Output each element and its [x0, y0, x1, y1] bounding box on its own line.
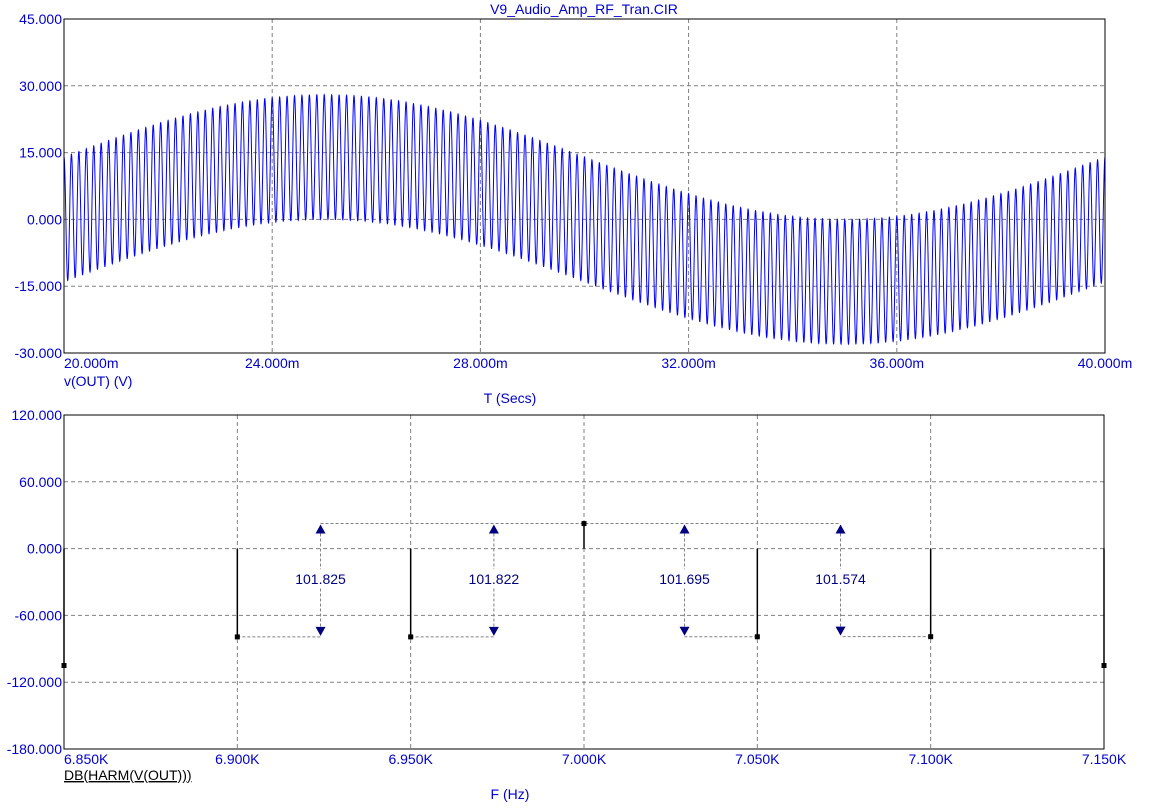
spectrum-x-tick-label: 6.950K	[388, 751, 433, 767]
cursor-up-arrow	[315, 524, 326, 534]
cursor-delta-label: 101.822	[469, 571, 520, 587]
transient-x-tick-label: 40.000m	[1078, 355, 1132, 371]
spectrum-stem-marker	[928, 634, 934, 640]
spectrum-cursors: 101.825 101.822 101.695 101.574	[237, 523, 931, 638]
cursor-down-arrow	[679, 626, 690, 636]
cursor-down-arrow	[315, 626, 326, 636]
spectrum-stems	[61, 521, 1107, 668]
cursor-label-background	[804, 569, 877, 588]
chart-title: V9_Audio_Amp_RF_Tran.CIR	[490, 1, 678, 17]
cursor-label-background	[457, 569, 530, 588]
spectrum-x-tick-label: 6.850K	[64, 751, 109, 767]
spectrum-y-tick-label: 60.000	[19, 474, 62, 490]
transient-plot: 45.000 30.000 15.000 0.000 -15.000 -30.000 20…	[15, 11, 1133, 406]
spectrum-y-tick-label: 120.000	[11, 407, 62, 423]
spectrum-stem-marker	[408, 634, 414, 640]
spectrum-y-tick-label: -180.000	[7, 741, 62, 757]
transient-plot-frame	[63, 18, 1106, 354]
cursor-delta-label: 101.574	[815, 571, 866, 587]
spectrum-y-tick-label: 0.000	[27, 541, 62, 557]
spectrum-plot: 101.825 101.822 101.695 101.574 120.000 60.0…	[7, 407, 1127, 802]
transient-x-axis-label: T (Secs)	[484, 390, 537, 406]
spectrum-x-tick-label: 6.900K	[215, 751, 260, 767]
spectrum-x-tick-label: 7.000K	[562, 751, 607, 767]
spectrum-plot-frame	[63, 414, 1105, 750]
spectrum-x-tick-label: 7.150K	[1082, 751, 1127, 767]
spectrum-stem-marker	[754, 634, 760, 640]
cursor-delta-label: 101.695	[659, 571, 710, 587]
transient-x-tick-label: 32.000m	[661, 355, 715, 371]
transient-y-axis-label: v(OUT) (V)	[64, 373, 132, 389]
transient-y-tick-label: 0.000	[27, 211, 62, 227]
spectrum-grid	[64, 415, 1104, 749]
spectrum-y-tick-label: -60.000	[15, 607, 63, 623]
cursor-label-background	[284, 569, 357, 588]
transient-x-tick-label: 28.000m	[453, 355, 507, 371]
spectrum-x-tick-label: 7.050K	[735, 751, 780, 767]
cursor-delta-label: 101.825	[295, 571, 346, 587]
spectrum-y-tick-labels: 120.000 60.000 0.000 -60.000 -120.000 -180.00…	[7, 407, 62, 757]
cursor-label-background	[648, 569, 721, 588]
spectrum-stem-marker	[581, 521, 587, 527]
transient-x-tick-labels: 20.000m 24.000m 28.000m 32.000m 36.000m 40.00…	[64, 355, 1132, 371]
cursor-down-arrow	[835, 626, 846, 636]
transient-y-tick-label: -15.000	[15, 278, 63, 294]
transient-grid	[64, 19, 1105, 353]
cursor-up-arrow	[488, 524, 499, 534]
transient-x-tick-label: 20.000m	[64, 355, 118, 371]
transient-y-tick-label: 15.000	[19, 145, 62, 161]
transient-y-tick-label: -30.000	[15, 345, 63, 361]
spectrum-x-axis-label: F (Hz)	[491, 786, 530, 802]
transient-y-tick-label: 45.000	[19, 11, 62, 27]
spectrum-x-tick-label: 7.100K	[908, 751, 953, 767]
spectrum-y-tick-label: -120.000	[7, 674, 62, 690]
series-line-vout	[63, 93, 1106, 346]
transient-y-tick-label: 30.000	[19, 78, 62, 94]
spectrum-y-axis-label: DB(HARM(V(OUT)))	[64, 767, 192, 783]
transient-x-tick-label: 24.000m	[245, 355, 299, 371]
cursor-down-arrow	[488, 626, 499, 636]
cursor-up-arrow	[679, 524, 690, 534]
cursor-up-arrow	[835, 524, 846, 534]
transient-y-tick-labels: 45.000 30.000 15.000 0.000 -15.000 -30.000	[15, 11, 63, 361]
spectrum-stem-marker	[234, 634, 240, 640]
spectrum-x-tick-labels: 6.850K 6.900K 6.950K 7.000K 7.050K 7.100K 7.15…	[64, 751, 1127, 767]
transient-x-tick-label: 36.000m	[870, 355, 924, 371]
